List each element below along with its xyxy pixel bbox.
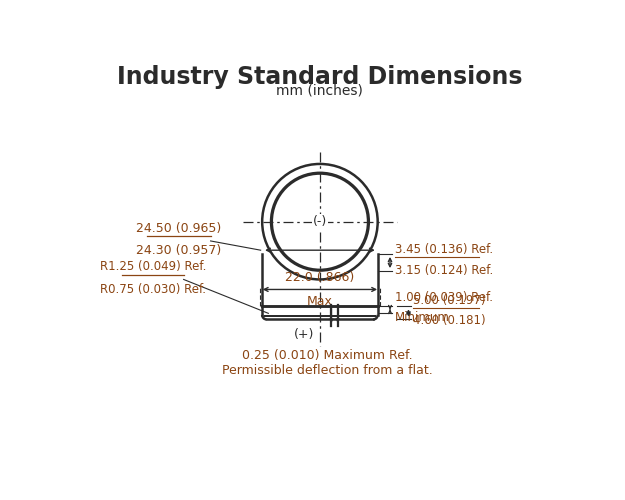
Text: 22.0 (.866): 22.0 (.866)	[285, 271, 354, 284]
Text: 4.60 (0.181): 4.60 (0.181)	[413, 314, 486, 328]
Text: R1.25 (0.049) Ref.: R1.25 (0.049) Ref.	[99, 260, 206, 274]
Text: 5.00 (0.197): 5.00 (0.197)	[413, 294, 486, 307]
Text: Max: Max	[307, 295, 333, 308]
Text: Minimum: Minimum	[394, 311, 449, 324]
Text: 24.30 (0.957): 24.30 (0.957)	[136, 244, 222, 257]
Text: mm (inches): mm (inches)	[276, 84, 363, 98]
Text: (-): (-)	[312, 215, 327, 228]
Text: 1.00 (0.039) Ref.: 1.00 (0.039) Ref.	[394, 291, 492, 304]
Text: 24.50 (0.965): 24.50 (0.965)	[136, 222, 222, 235]
Text: 0.25 (0.010) Maximum Ref.
Permissible deflection from a flat.: 0.25 (0.010) Maximum Ref. Permissible de…	[222, 349, 433, 377]
Text: 3.45 (0.136) Ref.: 3.45 (0.136) Ref.	[394, 242, 492, 256]
Text: (+): (+)	[294, 328, 315, 342]
Text: Industry Standard Dimensions: Industry Standard Dimensions	[117, 65, 522, 89]
Text: 3.15 (0.124) Ref.: 3.15 (0.124) Ref.	[394, 264, 493, 277]
Text: R0.75 (0.030) Ref.: R0.75 (0.030) Ref.	[100, 282, 206, 296]
